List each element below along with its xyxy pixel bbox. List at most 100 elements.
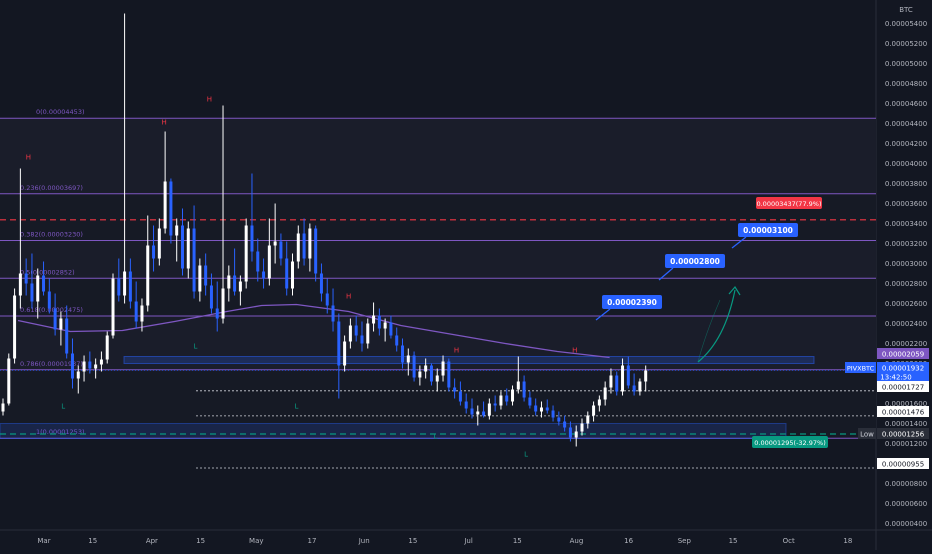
price-tick-label: 0.00003000 xyxy=(885,260,927,268)
candle-body xyxy=(638,381,642,392)
time-tick-label: 16 xyxy=(624,537,633,545)
low-target-bg[interactable] xyxy=(752,436,828,448)
time-tick-label: 15 xyxy=(408,537,417,545)
time-tick-label: 15 xyxy=(88,537,97,545)
price-tick-label: 0.00002400 xyxy=(885,320,927,328)
support-box xyxy=(0,423,787,439)
candle-body xyxy=(18,273,22,296)
fib-zones xyxy=(0,118,876,439)
time-tick-label: 17 xyxy=(307,537,316,545)
fib-retracement[interactable]: 0(0.00004453) 0.236(0.00003697) 0.382(0.00… xyxy=(0,108,876,439)
support2-price-tag-bg xyxy=(877,406,929,417)
candle-body xyxy=(238,281,242,292)
candle-body xyxy=(563,421,567,428)
candle-body xyxy=(395,335,399,346)
candle-body xyxy=(389,322,393,336)
resistance-box xyxy=(123,356,815,364)
price-tick-label: 0.00000400 xyxy=(885,520,927,528)
time-tick-label: 15 xyxy=(729,537,738,545)
candle-body xyxy=(325,293,329,306)
fib-zone xyxy=(0,316,876,370)
time-axis[interactable]: Mar 15 Apr 15 May 17 Jun 15 Jul 15 Aug 16 Sep 15 Oct 18 xyxy=(37,537,852,545)
swing-high-marker: H xyxy=(572,347,577,355)
candle-body xyxy=(279,241,283,259)
candle-body xyxy=(123,271,127,296)
low-price-tag-bg xyxy=(877,428,929,439)
candle-body xyxy=(354,325,358,336)
candle-body xyxy=(470,408,474,415)
swing-markers: H L H L H L H L H L H xyxy=(26,96,578,459)
fib-level-label: 0.382(0.00003230) xyxy=(20,231,83,239)
candle-body xyxy=(568,427,572,438)
candle-body xyxy=(592,405,596,416)
candle-body xyxy=(505,395,509,402)
candle-body xyxy=(82,361,86,372)
target-pointer xyxy=(731,236,747,249)
candle-body xyxy=(615,375,619,392)
candle-body xyxy=(366,323,370,344)
candle-body xyxy=(198,265,202,292)
low-tag-bg xyxy=(858,428,876,439)
candle-body xyxy=(424,365,428,372)
candle-body xyxy=(586,415,590,424)
candle-body xyxy=(308,228,312,259)
candle-body xyxy=(360,335,364,344)
candle-body xyxy=(285,258,289,289)
price-tick-label: 0.00004200 xyxy=(885,140,927,148)
candle-body xyxy=(516,381,520,390)
moving-average xyxy=(17,303,610,359)
candle-body xyxy=(180,225,184,269)
candle-body xyxy=(53,308,57,330)
candle-body xyxy=(256,251,260,272)
target-label-bg[interactable] xyxy=(665,254,725,268)
current-price-tag: 0.00001932 xyxy=(882,365,924,373)
candle-body xyxy=(221,288,225,319)
candle-body xyxy=(435,375,439,382)
candle-body xyxy=(609,375,613,388)
target-label-bg[interactable] xyxy=(738,223,798,237)
symbol-tag-bg xyxy=(845,362,876,373)
time-tick-label: Oct xyxy=(783,537,795,545)
target-label-bg[interactable] xyxy=(602,295,662,309)
price-tick-label: 0.00003400 xyxy=(885,220,927,228)
candle-body xyxy=(597,399,601,406)
current-price-tag-bg xyxy=(877,362,929,382)
candle-body xyxy=(314,228,318,274)
candle-body xyxy=(99,359,103,365)
candle-body xyxy=(476,411,480,415)
candle-body xyxy=(30,283,34,302)
quote-currency-label: BTC xyxy=(899,6,913,14)
time-tick-label: 15 xyxy=(513,537,522,545)
candle-body xyxy=(522,381,526,398)
candle-body xyxy=(24,273,28,284)
candle-body xyxy=(262,271,266,279)
price-tick-label: 0.00001600 xyxy=(885,400,927,408)
candle-body xyxy=(453,387,457,392)
price-tick-label: 0.00002200 xyxy=(885,340,927,348)
candle-body xyxy=(70,353,74,379)
swing-high-marker: H xyxy=(26,154,31,162)
swing-high-marker: H xyxy=(346,293,351,301)
candle-body xyxy=(557,417,561,422)
candle-body xyxy=(36,275,40,302)
ma-price-tag-bg xyxy=(877,348,929,359)
candle-body xyxy=(7,358,11,404)
candle-body xyxy=(204,265,208,286)
candle-body xyxy=(603,387,607,400)
price-axis[interactable]: BTC 0.00000400 0.00000600 0.00000800 0.0000… xyxy=(885,6,927,528)
candle-body xyxy=(291,261,294,289)
target-pointer xyxy=(595,308,611,321)
candle-body xyxy=(348,325,352,342)
candle-body xyxy=(163,181,167,229)
candle-body xyxy=(250,225,254,252)
target-label: 0.00002390 xyxy=(607,298,657,307)
candle-body xyxy=(441,361,445,376)
candle-body xyxy=(626,365,630,386)
countdown-tag: 13:42:50 xyxy=(880,374,911,382)
price-tick-label: 0.00002800 xyxy=(885,280,927,288)
fib-zone xyxy=(0,193,876,241)
target-labels[interactable]: 0.00002390 0.00002800 0.00003100 0.00003437… xyxy=(595,197,828,448)
projection-arrow-shadow xyxy=(697,299,721,363)
stop-target-bg[interactable] xyxy=(756,197,822,209)
